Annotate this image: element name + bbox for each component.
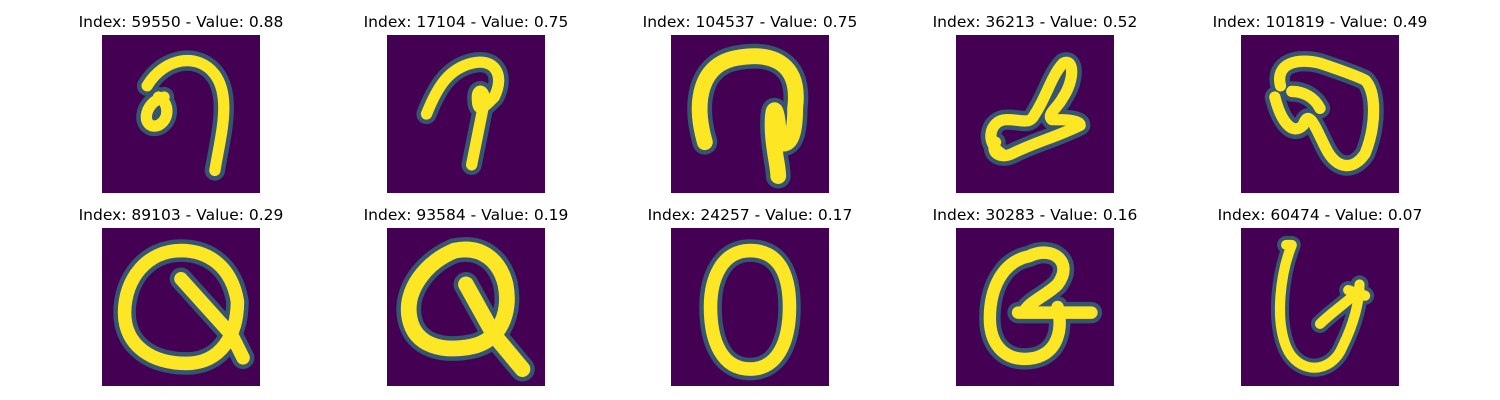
glyph-image [387,228,545,386]
panel-title: Index: 36213 - Value: 0.52 [933,13,1138,31]
glyph-image [671,228,829,386]
panel-title: Index: 24257 - Value: 0.17 [648,206,853,224]
glyph-image [1241,228,1399,386]
glyph-image [387,35,545,193]
glyph-image [1241,35,1399,193]
panel-title: Index: 59550 - Value: 0.88 [79,13,284,31]
glyph-image [102,35,260,193]
panel-title: Index: 104537 - Value: 0.75 [643,13,858,31]
glyph-image [956,228,1114,386]
panel-title: Index: 60474 - Value: 0.07 [1218,206,1423,224]
glyph-image [956,35,1114,193]
panel-title: Index: 30283 - Value: 0.16 [933,206,1138,224]
panel-title: Index: 93584 - Value: 0.19 [364,206,569,224]
glyph-image [102,228,260,386]
panel-title: Index: 17104 - Value: 0.75 [364,13,569,31]
glyph-image [671,35,829,193]
panel-title: Index: 101819 - Value: 0.49 [1213,13,1428,31]
panel-title: Index: 89103 - Value: 0.29 [79,206,284,224]
